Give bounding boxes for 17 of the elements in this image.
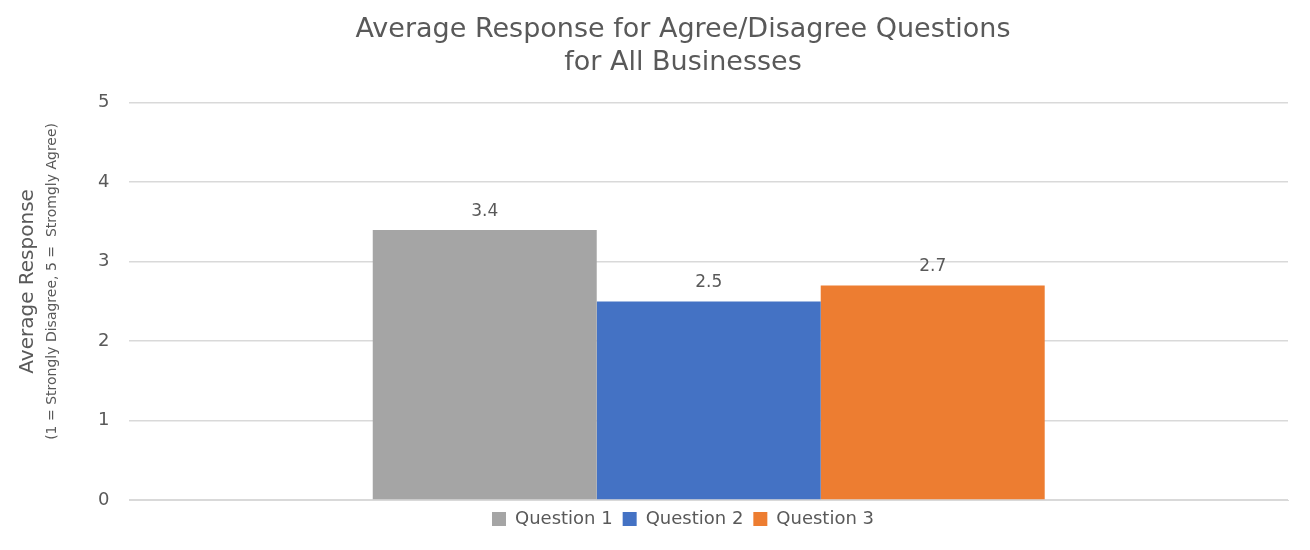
legend-label: Question 1 <box>514 506 613 528</box>
y-tick-label: 1 <box>98 408 110 430</box>
bar <box>372 229 597 500</box>
y-axis-title: Average Response (1 = Strongly Disagree, 5 = Stromgly Agree) <box>14 122 59 440</box>
y-tick-label: 5 <box>98 90 110 112</box>
bar <box>820 285 1045 500</box>
y-tick-label: 3 <box>98 249 110 271</box>
y-tick-label: 4 <box>98 169 110 191</box>
data-label: 3.4 <box>471 199 499 220</box>
data-label: 2.7 <box>919 255 947 276</box>
data-label: 2.5 <box>695 271 723 292</box>
legend-label: Question 2 <box>645 506 744 528</box>
y-tick-label: 2 <box>98 328 110 350</box>
y-tick-label: 0 <box>98 487 110 509</box>
legend-label: Question 3 <box>776 506 875 528</box>
bar <box>596 301 821 500</box>
chart-title: Average Response for Agree/Disagree Questions for All Businesses <box>355 12 1011 76</box>
